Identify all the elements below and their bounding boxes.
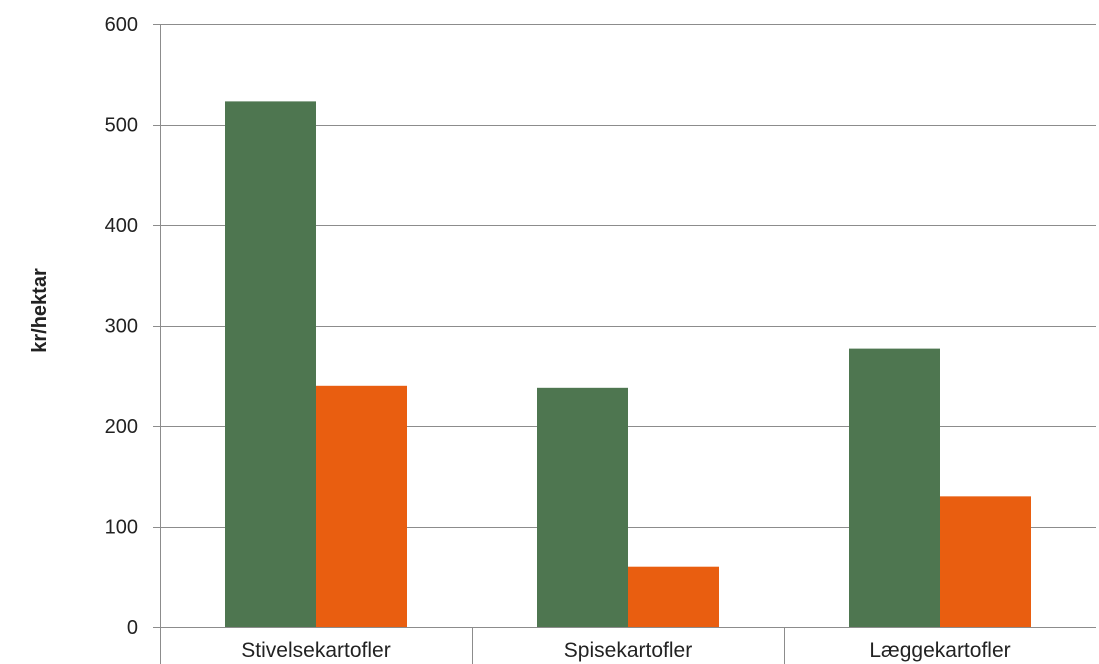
y-tick-label: 100 — [105, 517, 138, 539]
y-tick-label: 400 — [105, 215, 138, 237]
x-category-label: Spisekartofler — [564, 639, 692, 662]
bar — [537, 387, 628, 627]
axes — [153, 24, 1096, 664]
y-tick-label: 300 — [105, 316, 138, 338]
bar — [940, 496, 1031, 627]
bar — [849, 348, 940, 627]
y-axis-title: kr/hektar — [29, 268, 51, 353]
bar — [316, 385, 407, 627]
y-tick-label: 0 — [127, 617, 138, 639]
axis-labels: 0 100 200 300 400 500 600 Stivelsekartofler Spis… — [105, 14, 1011, 662]
bars — [225, 101, 1031, 627]
y-tick-label: 500 — [105, 115, 138, 137]
y-tick-label: 600 — [105, 14, 138, 36]
x-category-label: Stivelsekartofler — [241, 639, 390, 662]
y-tick-label: 200 — [105, 416, 138, 438]
bar — [225, 101, 316, 627]
bar — [628, 566, 719, 627]
x-category-label: Læggekartofler — [869, 639, 1010, 662]
